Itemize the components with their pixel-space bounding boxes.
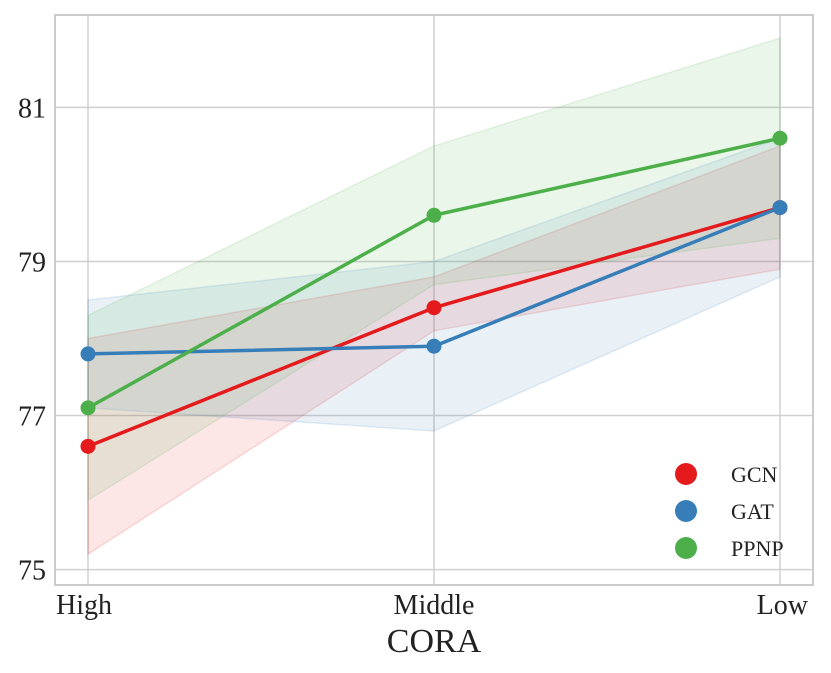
x-tick-label: Low <box>757 590 809 621</box>
legend-marker-ppnp <box>675 537 697 559</box>
y-tick-label: 77 <box>18 402 46 433</box>
legend-marker-gat <box>675 500 697 522</box>
confidence-band-ppnp <box>87 37 781 502</box>
x-tick-label: Middle <box>394 590 475 621</box>
series-points <box>80 130 788 454</box>
data-point-ppnp <box>772 130 788 146</box>
legend-label-ppnp: PPNP <box>731 536 784 561</box>
y-tick-label: 79 <box>18 247 46 278</box>
tick-labels: 75 77 79 81 High Middle Low <box>18 93 809 621</box>
data-point-gcn <box>80 438 96 454</box>
data-point-gat <box>772 200 788 216</box>
plot-frame <box>54 14 814 586</box>
legend-label-gat: GAT <box>731 499 774 524</box>
grid-layer <box>55 15 813 585</box>
legend: GCN GAT PPNP <box>675 462 784 561</box>
legend-label-gcn: GCN <box>731 462 778 487</box>
confidence-band-gcn <box>87 144 781 556</box>
y-tick-label: 81 <box>18 93 46 124</box>
x-axis-label: CORA <box>387 623 482 660</box>
data-point-gcn <box>426 300 442 316</box>
data-point-ppnp <box>80 400 96 416</box>
legend-marker-gcn <box>675 463 697 485</box>
data-point-gat <box>80 346 96 362</box>
data-point-gat <box>426 338 442 354</box>
data-point-ppnp <box>426 207 442 223</box>
x-tick-label: High <box>56 590 112 621</box>
y-tick-label: 75 <box>18 556 46 587</box>
